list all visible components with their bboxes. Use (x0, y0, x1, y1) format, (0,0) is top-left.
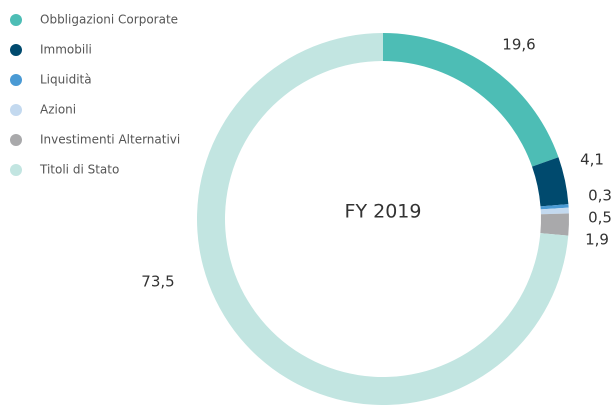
legend-swatch (10, 44, 22, 56)
donut-segment (540, 213, 569, 236)
legend-swatch (10, 134, 22, 146)
center-label: FY 2019 (345, 201, 422, 223)
legend-label: Immobili (40, 43, 92, 57)
value-label: 0,3 (588, 187, 612, 205)
donut-segment (540, 207, 569, 215)
donut-segment (540, 204, 569, 210)
donut-segment (532, 157, 569, 207)
donut-segment (383, 33, 559, 167)
value-label: 73,5 (141, 273, 174, 291)
legend-label: Investimenti Alternativi (40, 133, 180, 147)
value-label: 19,6 (502, 36, 535, 54)
legend-swatch (10, 14, 22, 26)
legend-label: Titoli di Stato (39, 163, 119, 177)
value-label: 0,5 (588, 209, 612, 227)
legend-label: Azioni (40, 103, 76, 117)
legend-label: Liquidità (40, 73, 92, 87)
value-label: 1,9 (585, 231, 609, 249)
legend-label: Obbligazioni Corporate (40, 13, 178, 27)
legend-swatch (10, 164, 22, 176)
value-label: 4,1 (580, 151, 604, 169)
legend-swatch (10, 104, 22, 116)
legend-swatch (10, 74, 22, 86)
